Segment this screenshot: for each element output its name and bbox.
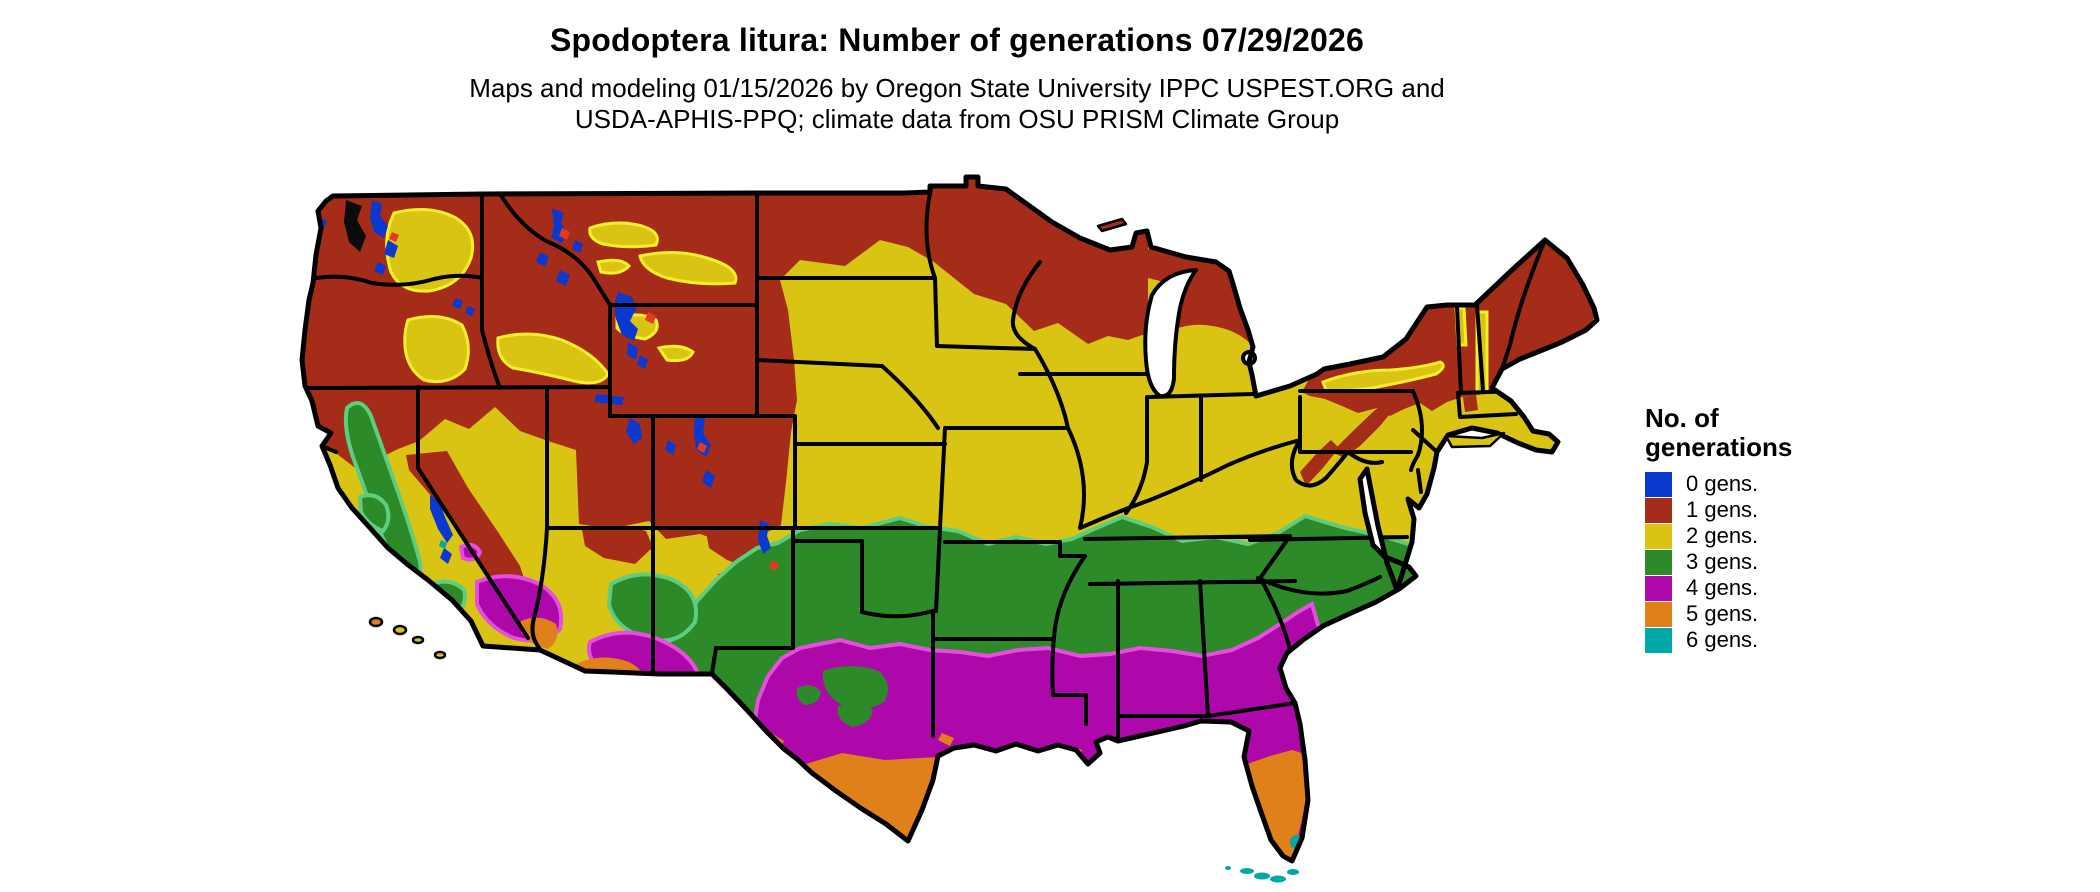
legend-row-0-gens: 0 gens.	[1645, 471, 1875, 497]
state-borders	[302, 191, 1547, 743]
map-attribution: Maps and modeling 01/15/2026 by Oregon S…	[0, 73, 1914, 135]
legend-swatch-0-gens	[1645, 471, 1672, 497]
zone-1-gens-pa-ridge	[1332, 398, 1398, 458]
zone-1-gens-berkshires	[1463, 395, 1478, 412]
zone-5-gens-south-texas	[806, 753, 938, 841]
legend-label-0-gens: 0 gens.	[1686, 471, 1759, 496]
attribution-line-1: Maps and modeling 01/15/2026 by Oregon S…	[469, 73, 1445, 103]
legend-row-2-gens: 2 gens.	[1645, 523, 1875, 549]
legend-label-6-gens: 6 gens.	[1686, 627, 1759, 652]
legend-row-6-gens: 6 gens.	[1645, 627, 1875, 653]
legend-row-5-gens: 5 gens.	[1645, 601, 1875, 627]
legend-swatch-2-gens	[1645, 523, 1672, 549]
zone-5-gens-la-coast-speck	[938, 733, 954, 746]
zone-2-gens-snake-plain	[496, 332, 610, 385]
attribution-line-2: USDA-APHIS-PPQ; climate data from OSU PR…	[574, 104, 1340, 134]
legend-title: No. of generations	[1645, 404, 1875, 462]
legend-swatch-1-gens	[1645, 497, 1672, 523]
zone-2-gens-se-oregon	[403, 314, 470, 384]
lake-michigan	[1143, 268, 1198, 399]
legend-swatch-6-gens	[1645, 627, 1672, 653]
zone-3-gens-edwards	[837, 703, 873, 727]
zone-3-gens-hill-country	[822, 666, 888, 709]
zone-6-gens-fl-west-speck	[1254, 817, 1262, 833]
legend-title-line-2: generations	[1645, 432, 1793, 462]
long-island	[1444, 431, 1506, 449]
zone-2-gens-montana-2	[638, 250, 738, 286]
zone-1-gens-arizona-plateau	[582, 524, 653, 564]
legend-rows: 0 gens. 1 gens. 2 gens. 3 gens. 4 gens. …	[1645, 471, 1875, 653]
legend-row-3-gens: 3 gens.	[1645, 549, 1875, 575]
channel-island-3	[433, 650, 447, 660]
legend-row-1-gens: 1 gens.	[1645, 497, 1875, 523]
legend-title-line-1: No. of	[1645, 403, 1719, 433]
zone-2-gens-columbia-basin	[385, 208, 475, 293]
header: Spodoptera litura: Number of generations…	[0, 0, 1914, 135]
legend-swatch-5-gens	[1645, 601, 1672, 627]
legend-swatch-4-gens	[1645, 575, 1672, 601]
legend-label-5-gens: 5 gens.	[1686, 601, 1759, 626]
hot-red-specks	[389, 228, 779, 571]
zone-3-gens-ca-coast	[357, 493, 391, 534]
zone-5-gens-florida	[1246, 750, 1308, 861]
channel-island-2	[411, 635, 425, 645]
legend: No. of generations 0 gens. 1 gens. 2 gen…	[1645, 404, 1875, 653]
zone-2-gens-montana-3	[596, 258, 632, 275]
map-title: Spodoptera litura: Number of generations…	[550, 22, 1364, 58]
legend-label-4-gens: 4 gens.	[1686, 575, 1759, 600]
legend-swatch-3-gens	[1645, 549, 1672, 575]
isle-royale	[1096, 217, 1128, 233]
zone-2-gens-montana-1	[588, 221, 659, 249]
legend-label-2-gens: 2 gens.	[1686, 523, 1759, 548]
channel-island-orange	[368, 616, 384, 628]
puget-sound	[344, 200, 366, 252]
zone-6-gens-sierra-speck	[439, 540, 447, 549]
florida-keys	[1225, 866, 1299, 883]
us-outline	[299, 174, 1600, 864]
zone-2-gens-wyoming-basin	[656, 344, 695, 363]
zone-3-gens-davis-mtns	[796, 685, 821, 705]
legend-label-1-gens: 1 gens.	[1686, 497, 1759, 522]
zone-1-gens-main	[302, 177, 1148, 544]
legend-row-4-gens: 4 gens.	[1645, 575, 1875, 601]
legend-label-3-gens: 3 gens.	[1686, 549, 1759, 574]
zone-5-gens-imperial-valley	[521, 617, 558, 649]
channel-island-1	[392, 624, 408, 636]
